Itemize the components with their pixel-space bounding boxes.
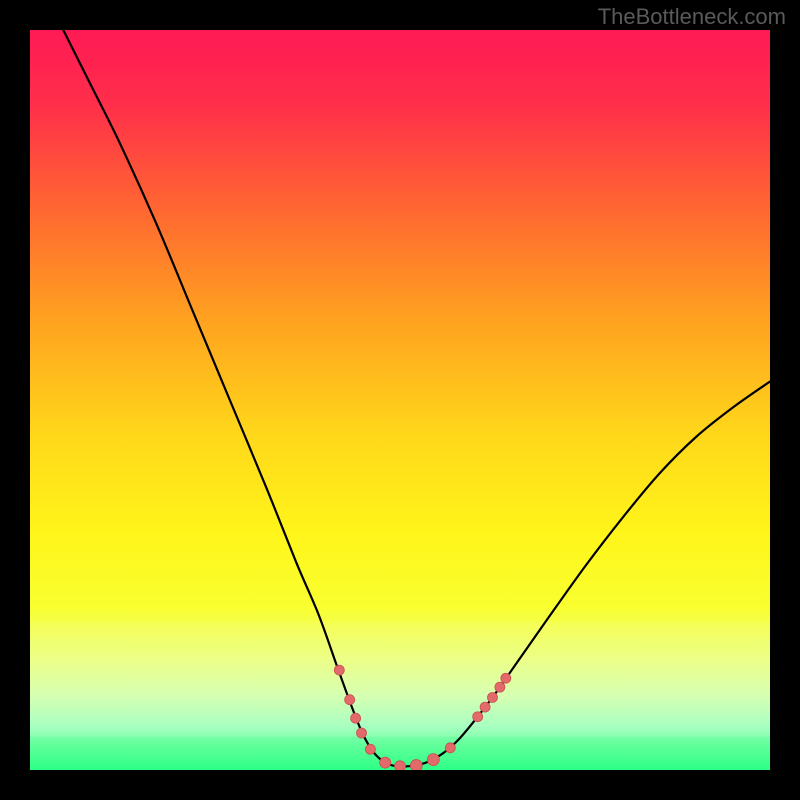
chart-plot-area [30,30,770,770]
bottleneck-curve-chart [30,30,770,770]
watermark-text: TheBottleneck.com [598,4,786,30]
